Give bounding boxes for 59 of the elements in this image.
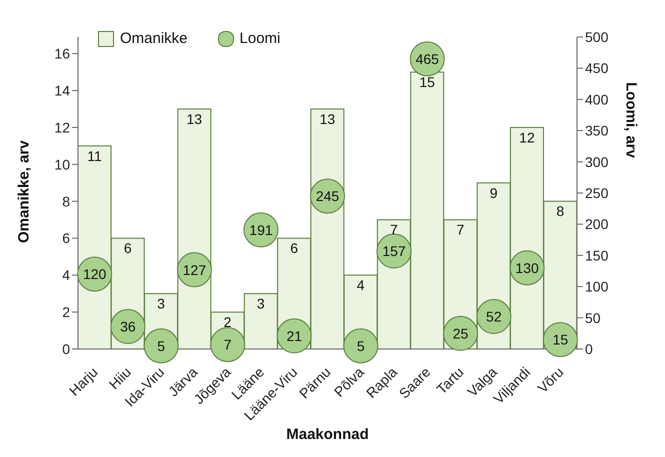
data-label: 13 [186, 110, 202, 127]
data-label: 465 [416, 50, 440, 67]
point [144, 328, 179, 364]
y-tick-label: 8 [62, 193, 70, 210]
y-tick-label: 10 [54, 156, 70, 172]
data-label: 25 [452, 325, 469, 342]
data-label: 8 [556, 203, 564, 220]
data-label: 7 [390, 222, 398, 238]
y-tick-label: 4 [62, 267, 70, 284]
data-label: 11 [87, 148, 102, 164]
data-label: 36 [120, 318, 136, 335]
data-label: 245 [316, 188, 340, 204]
data-label: 52 [486, 308, 502, 325]
data-label: 12 [519, 129, 535, 146]
data-label: 191 [249, 222, 273, 238]
y-tick-label: 12 [54, 119, 70, 136]
data-label: 2 [224, 314, 232, 330]
data-label: 130 [515, 260, 539, 276]
y2-tick-label: 200 [585, 216, 609, 232]
y2-tick-label: 150 [585, 247, 609, 264]
y2-tick-label: 450 [585, 60, 609, 76]
y2-tick-label: 50 [585, 310, 601, 326]
y-axis-title: Omanikke, arv [15, 140, 32, 243]
y-tick-label: 6 [62, 230, 70, 246]
data-label: 6 [290, 240, 298, 256]
data-label: 127 [182, 262, 206, 278]
y2-tick-label: 350 [585, 122, 609, 139]
y2-tick-label: 100 [585, 278, 609, 295]
data-label: 6 [124, 240, 132, 256]
data-label: 4 [356, 277, 365, 294]
y2-tick-label: 300 [585, 154, 609, 170]
data-label: 15 [552, 332, 568, 348]
data-label: 3 [256, 296, 265, 312]
data-label: 21 [286, 328, 302, 344]
y2-axis-title: Loomi, arv [622, 82, 640, 159]
data-label: 9 [490, 184, 498, 201]
data-label: 3 [157, 296, 166, 312]
y-tick-label: 16 [54, 46, 70, 62]
y-tick-label: 2 [62, 304, 70, 320]
x-axis-title: Maakonnad [286, 426, 369, 443]
legend-label: Loomi [240, 30, 280, 47]
data-label: 5 [157, 338, 166, 354]
y2-tick-label: 400 [585, 91, 609, 108]
data-label: 5 [356, 338, 365, 354]
point [343, 328, 378, 364]
y2-tick-label: 0 [585, 340, 593, 357]
legend-label: Omanikke [120, 30, 188, 47]
point [210, 327, 246, 362]
y-tick-label: 14 [54, 82, 70, 99]
data-label: 13 [320, 110, 336, 127]
y2-tick-label: 250 [585, 184, 609, 201]
data-label: 7 [224, 336, 232, 353]
data-label: 7 [456, 222, 465, 238]
data-label: 15 [419, 74, 436, 90]
y-tick-label: 0 [62, 340, 70, 357]
data-label: 157 [382, 243, 406, 260]
data-label: 120 [82, 266, 107, 282]
y2-tick-label: 500 [585, 28, 609, 45]
x-tick-label: Võru [534, 364, 566, 396]
